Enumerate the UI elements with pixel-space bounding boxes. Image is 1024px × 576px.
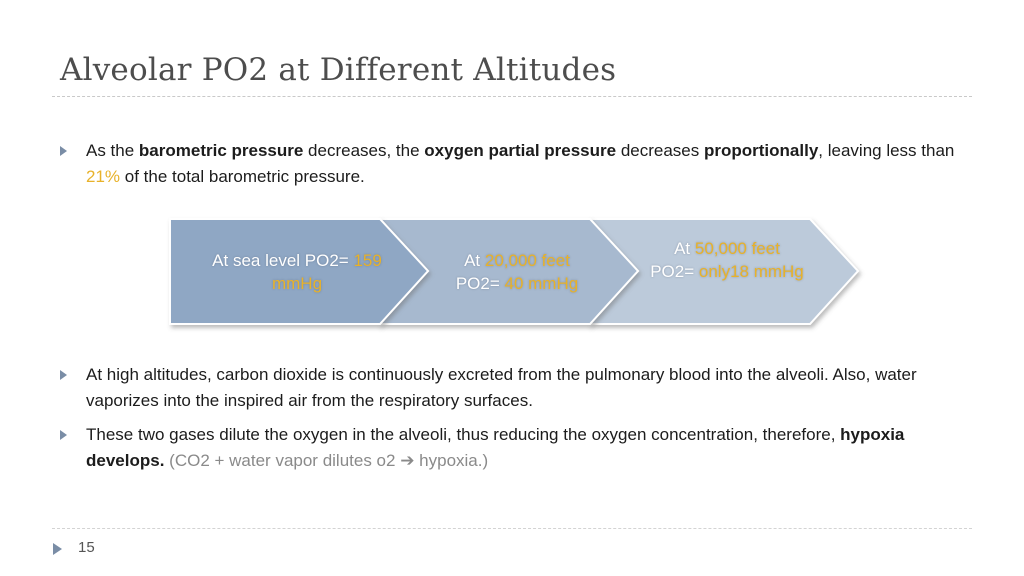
note-text: hypoxia.) (414, 451, 489, 470)
bullet-text: As the (86, 141, 139, 160)
chevron-step-1 (169, 218, 430, 325)
bullet-text: of the total barometric pressure. (120, 167, 365, 186)
chevron-value: 20,000 feet (484, 251, 570, 270)
bullet-text: These two gases dilute the oxygen in the… (86, 425, 841, 444)
chevron-shapes (169, 218, 860, 325)
chevron-label: PO2= (455, 274, 505, 293)
bullet-high-altitudes: At high altitudes, carbon dioxide is con… (86, 365, 917, 410)
chevron-label: At (674, 239, 695, 258)
bullet-text: decreases, the (303, 141, 425, 160)
parenthetical-note: (CO2 + water vapor dilutes o2 ➔ hypoxia.… (169, 451, 488, 470)
right-arrow-icon: ➔ (400, 451, 415, 470)
bold-term: barometric pressure (138, 141, 304, 160)
page-number: 15 (78, 539, 95, 556)
bullet-barometric: As the barometric pressure decreases, th… (86, 138, 976, 190)
chevron-value: 50,000 feet (694, 239, 780, 258)
chevron-sea-level-text: At sea level PO2= 159 mmHg (192, 249, 402, 295)
bullet-text: decreases (616, 141, 704, 160)
bullet-arrow-icon (60, 430, 67, 440)
chevron-label: At (464, 251, 485, 270)
bullet-dilution: These two gases dilute the oxygen in the… (86, 422, 976, 474)
chevron-value: only18 mmHg (698, 262, 804, 281)
bullet-arrow-icon (60, 370, 67, 380)
footer-arrow-icon (53, 543, 62, 555)
chevron-label: PO2= (650, 262, 699, 281)
footer-divider (52, 528, 972, 529)
note-text: (CO2 + water vapor dilutes o2 (169, 451, 401, 470)
chevron-50000-text: At 50,000 feet PO2= only18 mmHg (642, 237, 812, 283)
bullet-text: , leaving less than (818, 141, 955, 160)
slide-title: Alveolar PO2 at Different Altitudes (60, 52, 617, 88)
bold-term: hypoxia develops. (86, 425, 905, 470)
percent-highlight: 21% (86, 167, 121, 186)
title-divider (52, 96, 972, 97)
altitude-process-chevrons: At sea level PO2= 159 mmHg At 20,000 fee… (169, 218, 860, 329)
chevron-label: At sea level PO2= (212, 251, 354, 270)
chevron-value: 40 mmHg (504, 274, 579, 293)
bold-term: oxygen partial pressure (424, 141, 617, 160)
chevron-20000-text: At 20,000 feet PO2= 40 mmHg (432, 249, 602, 295)
chevron-value: 159 mmHg (271, 251, 382, 293)
bold-term: proportionally (704, 141, 819, 160)
bullet-arrow-icon (60, 146, 67, 156)
